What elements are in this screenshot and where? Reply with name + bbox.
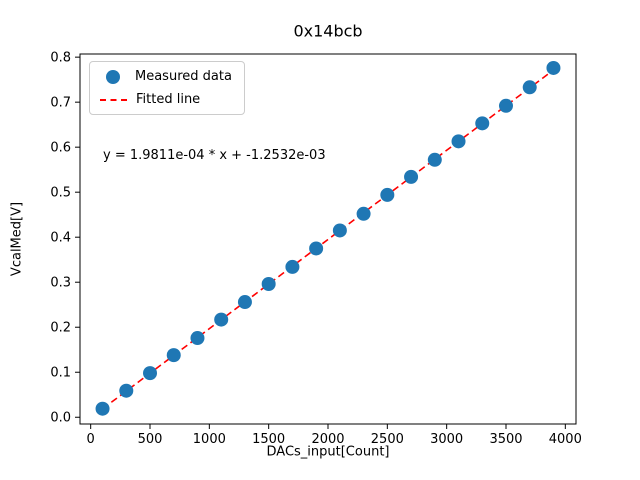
- y-tick-label: 0.3: [50, 276, 71, 291]
- data-point-marker: [332, 223, 347, 238]
- legend-entry-fitted-line: Fitted line: [100, 91, 232, 108]
- x-tick-label: 500: [138, 432, 163, 447]
- data-point-marker: [356, 206, 371, 221]
- x-axis-ticks: 0 500 1000 1500 2000 2500 3000 3500 4000: [87, 424, 582, 447]
- x-tick-label: 3000: [430, 432, 463, 447]
- data-point-marker: [546, 60, 561, 75]
- data-point-marker: [451, 134, 466, 149]
- y-tick-label: 0.4: [50, 231, 71, 246]
- legend-label: Measured data: [135, 69, 232, 84]
- chart-title: 0x14bcb: [293, 21, 363, 41]
- fit-equation-annotation: y = 1.9811e-04 * x + -1.2532e-03: [103, 148, 326, 163]
- x-tick-label: 1000: [193, 432, 226, 447]
- x-tick-label: 3500: [489, 432, 522, 447]
- y-tick-label: 0.0: [50, 411, 71, 426]
- scatter-marker-icon: [106, 69, 120, 84]
- data-point-marker: [522, 80, 537, 95]
- data-point-marker: [498, 98, 513, 113]
- x-tick-label: 4000: [549, 432, 582, 447]
- measured-data-points: [95, 60, 561, 416]
- legend-entry-measured-data: Measured data: [100, 68, 232, 85]
- y-tick-label: 0.7: [50, 96, 71, 111]
- data-point-marker: [404, 169, 419, 184]
- data-point-marker: [214, 312, 229, 327]
- y-tick-label: 0.8: [50, 51, 71, 66]
- x-axis-label: DACs_input[Count]: [266, 444, 390, 460]
- data-point-marker: [380, 187, 395, 202]
- legend-label: Fitted line: [136, 92, 201, 107]
- data-point-marker: [261, 277, 276, 292]
- dashed-line-icon: [100, 98, 127, 101]
- y-tick-label: 0.2: [50, 321, 71, 336]
- x-tick-label: 0: [87, 432, 95, 447]
- data-point-marker: [119, 383, 134, 398]
- data-point-marker: [427, 152, 442, 167]
- y-axis-label: VcalMed[V]: [9, 201, 25, 277]
- y-tick-label: 0.6: [50, 141, 71, 156]
- data-point-marker: [309, 241, 324, 256]
- x-tick-label: 1500: [252, 432, 285, 447]
- x-tick-label: 2500: [371, 432, 404, 447]
- legend: Measured data Fitted line: [89, 61, 245, 115]
- data-point-marker: [475, 116, 490, 131]
- y-tick-label: 0.1: [50, 366, 71, 381]
- data-point-marker: [237, 295, 252, 310]
- y-tick-label: 0.5: [50, 186, 71, 201]
- data-point-marker: [95, 401, 110, 416]
- data-point-marker: [166, 348, 181, 363]
- data-point-marker: [143, 366, 158, 381]
- data-point-marker: [190, 331, 205, 346]
- y-axis-ticks: 0.0 0.1 0.2 0.3 0.4 0.5 0.6 0.7 0.8: [50, 51, 80, 426]
- x-tick-label: 2000: [311, 432, 344, 447]
- data-point-marker: [285, 259, 300, 274]
